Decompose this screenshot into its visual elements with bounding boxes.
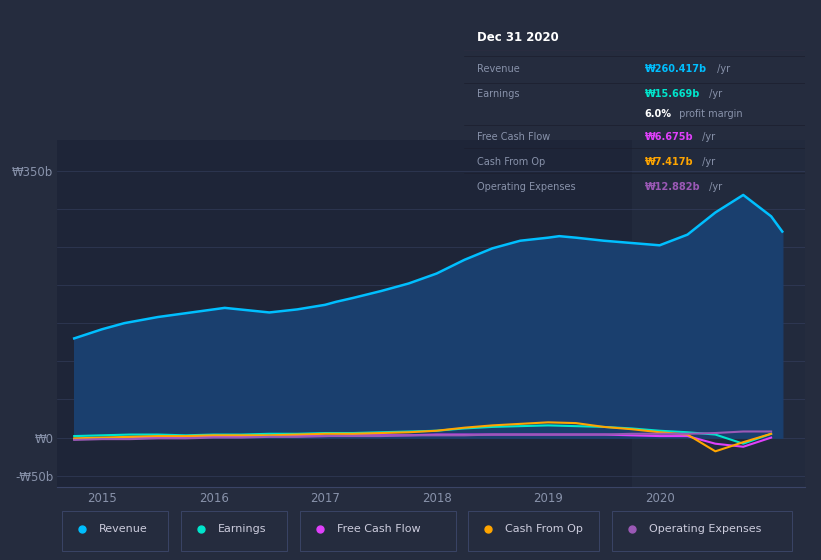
Text: Dec 31 2020: Dec 31 2020: [478, 30, 559, 44]
Text: Free Cash Flow: Free Cash Flow: [478, 132, 551, 142]
Text: ₩6.675b: ₩6.675b: [644, 132, 693, 142]
Text: Free Cash Flow: Free Cash Flow: [337, 524, 420, 534]
Text: Operating Expenses: Operating Expenses: [649, 524, 761, 534]
Text: 6.0%: 6.0%: [644, 109, 672, 119]
Text: Earnings: Earnings: [478, 89, 520, 99]
Text: Revenue: Revenue: [478, 64, 521, 74]
Text: Cash From Op: Cash From Op: [505, 524, 583, 534]
Text: /yr: /yr: [706, 182, 722, 192]
Text: /yr: /yr: [706, 89, 722, 99]
Bar: [631, 140, 805, 487]
Text: ₩15.669b: ₩15.669b: [644, 89, 699, 99]
Text: ₩7.417b: ₩7.417b: [644, 157, 693, 167]
Text: /yr: /yr: [699, 132, 715, 142]
Text: /yr: /yr: [699, 157, 715, 167]
Text: Operating Expenses: Operating Expenses: [478, 182, 576, 192]
Text: ₩260.417b: ₩260.417b: [644, 64, 707, 74]
Text: Cash From Op: Cash From Op: [478, 157, 546, 167]
Text: Revenue: Revenue: [99, 524, 147, 534]
Text: ₩12.882b: ₩12.882b: [644, 182, 700, 192]
Text: profit margin: profit margin: [677, 109, 743, 119]
Text: /yr: /yr: [713, 64, 730, 74]
Text: Earnings: Earnings: [218, 524, 266, 534]
